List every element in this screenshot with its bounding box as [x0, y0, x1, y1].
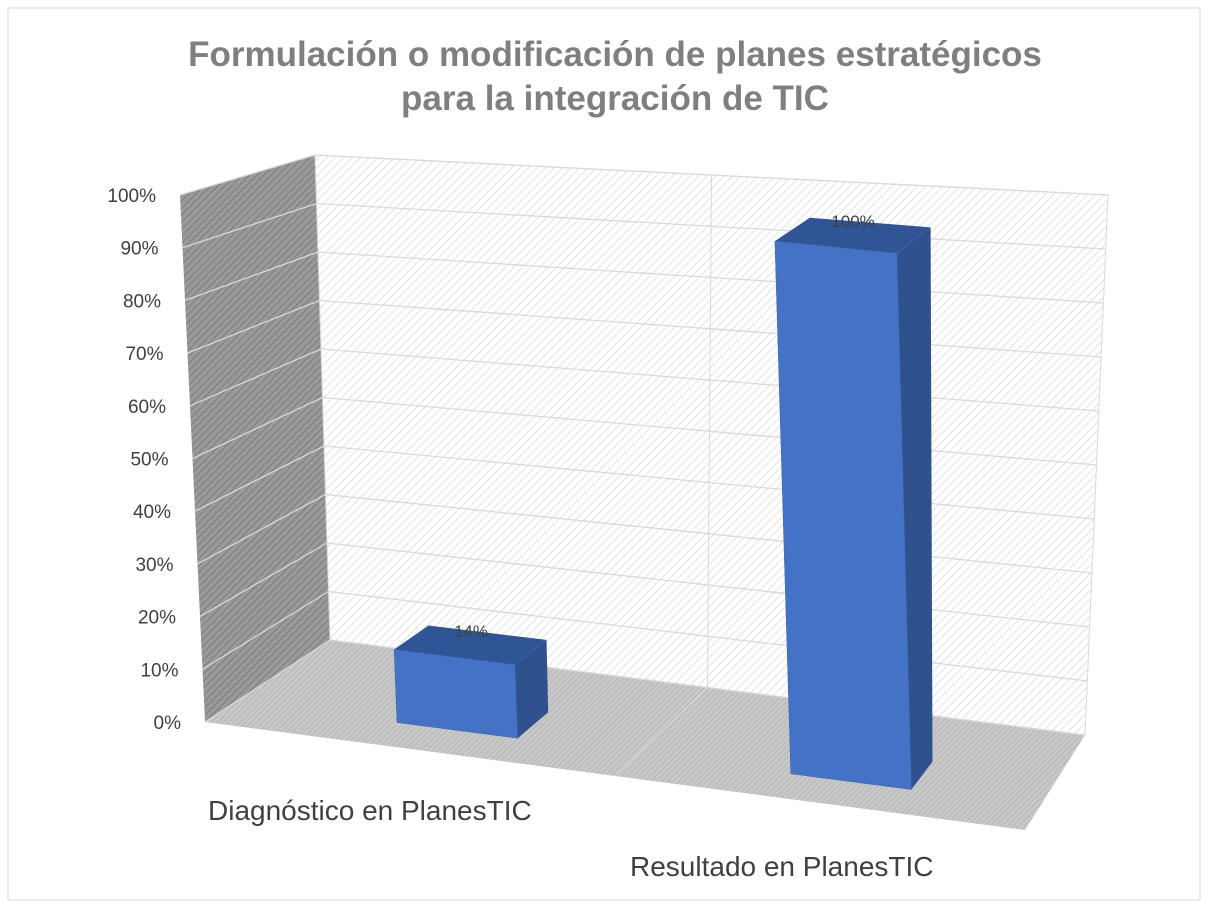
side-wall — [180, 155, 330, 722]
y-tick-label: 40% — [133, 502, 171, 523]
data-label: 14% — [454, 622, 488, 641]
y-tick-label: 90% — [120, 239, 158, 260]
y-tick-label: 10% — [140, 660, 178, 681]
bar — [393, 649, 518, 739]
x-tick-label: Diagnóstico en PlanesTIC — [208, 795, 532, 826]
chart-title: para la integración de TIC — [401, 79, 829, 118]
bar-top — [774, 217, 931, 254]
grid-line — [179, 154, 1109, 196]
chart-title: Formulación o modificación de planes est… — [188, 35, 1042, 74]
y-tick-label: 50% — [130, 450, 168, 471]
divider — [614, 687, 708, 777]
data-label: 100% — [831, 212, 874, 231]
bar-top — [394, 625, 547, 665]
y-tick-label: 80% — [123, 291, 161, 312]
y-tick-label: 20% — [138, 608, 176, 629]
bar-side — [896, 227, 933, 790]
y-tick-label: 0% — [154, 713, 182, 734]
y-tick-label: 60% — [128, 397, 166, 418]
x-tick-label: Resultado en PlanesTIC — [630, 851, 934, 882]
bar — [774, 240, 912, 790]
y-tick-label: 70% — [125, 344, 163, 365]
y-tick-label: 100% — [107, 186, 156, 207]
bar-side — [514, 639, 549, 739]
y-tick-label: 30% — [135, 555, 173, 576]
